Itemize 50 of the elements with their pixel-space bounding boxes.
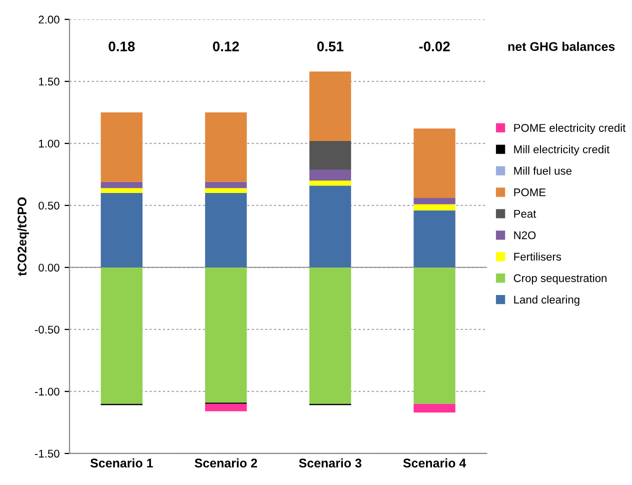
legend-label: Mill fuel use <box>514 166 572 175</box>
bar <box>205 112 247 182</box>
y-tick-label: -1.00 <box>34 388 60 396</box>
bar <box>100 267 143 404</box>
y-tick-label: 2.00 <box>38 16 60 24</box>
annotation: 0.12 <box>212 42 239 52</box>
legend-label: N2O <box>514 231 536 240</box>
bar <box>205 267 247 403</box>
bar <box>309 186 352 268</box>
bar <box>205 182 247 188</box>
bar <box>414 204 456 210</box>
y-tick-label: 0.00 <box>38 264 60 272</box>
bar <box>100 193 143 268</box>
x-tick-label: Scenario 4 <box>403 458 466 468</box>
x-tick-label: Scenario 1 <box>90 458 153 468</box>
y-tick-label: 1.50 <box>39 78 60 86</box>
legend-label: Land clearing <box>514 295 580 306</box>
y-tick-label: 1.00 <box>39 140 60 148</box>
y-axis-title: tCO2eq/tCPO <box>17 197 29 276</box>
bar <box>309 140 352 170</box>
bar <box>309 180 352 186</box>
y-tick-label: -1.50 <box>34 450 60 458</box>
legend-label: POME electricity credit <box>514 124 626 134</box>
annotation: -0.02 <box>419 42 450 52</box>
bar <box>414 404 456 413</box>
legend-label: Mill electricity credit <box>514 145 610 156</box>
bar <box>100 112 143 182</box>
x-tick-label: Scenario 3 <box>298 458 362 468</box>
legend-label: Crop sequestration <box>514 274 606 284</box>
annotation: 0.51 <box>317 42 344 52</box>
bar <box>414 128 456 198</box>
legend-label: POME <box>514 188 546 196</box>
annotation: 0.18 <box>108 42 135 52</box>
bar <box>205 188 247 194</box>
bar <box>205 404 247 412</box>
y-tick-label: -0.50 <box>34 326 60 334</box>
y-tick-label: 0.50 <box>38 202 60 210</box>
bar <box>414 267 456 404</box>
bar <box>414 198 456 204</box>
bar <box>100 182 143 188</box>
bar <box>309 169 352 181</box>
bar <box>309 267 352 404</box>
bar <box>205 193 247 268</box>
x-tick-label: Scenario 2 <box>194 458 258 468</box>
legend-label: Fertilisers <box>514 252 562 261</box>
legend-label: Peat <box>514 210 536 218</box>
bar <box>414 210 456 268</box>
text: net GHG balances <box>508 42 615 51</box>
bar <box>309 71 352 141</box>
bar <box>100 188 143 194</box>
